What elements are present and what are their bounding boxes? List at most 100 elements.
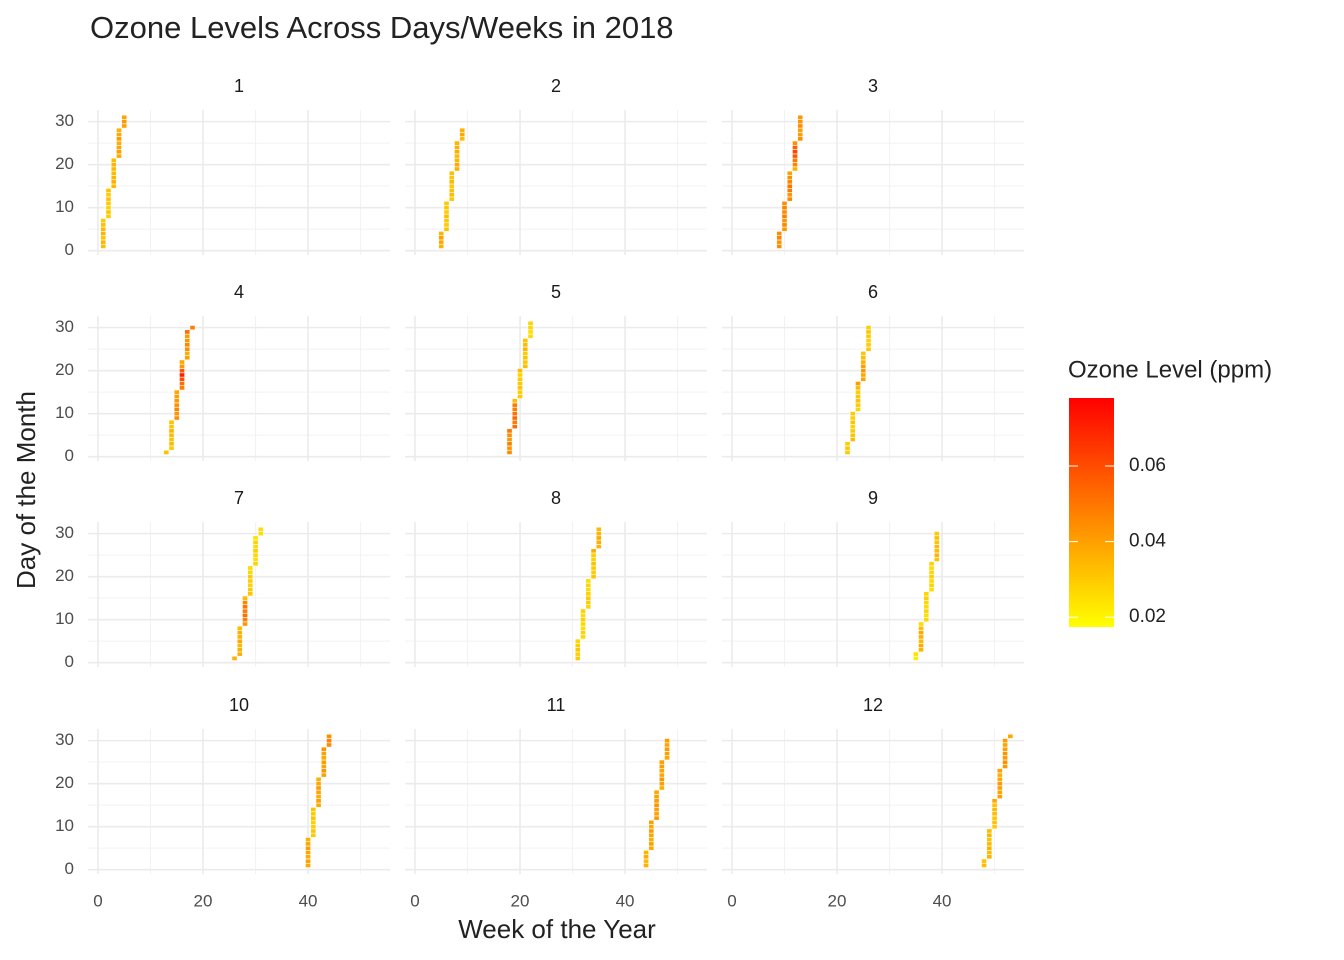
tile: [247, 569, 254, 575]
tile: [247, 582, 254, 588]
tile: [923, 600, 930, 605]
y-tick-label: 20: [55, 773, 74, 792]
tile: [320, 755, 327, 761]
tile: [179, 363, 185, 369]
tile: [522, 363, 529, 369]
tile: [928, 561, 935, 567]
tile: [991, 807, 998, 812]
tile: [648, 828, 655, 834]
tile: [252, 539, 259, 545]
tile: [315, 776, 322, 782]
tile: [991, 802, 998, 808]
tile: [506, 449, 513, 455]
tile: [1002, 755, 1009, 761]
tile: [786, 196, 793, 202]
tile: [305, 862, 311, 868]
tile: [648, 837, 655, 843]
tile: [189, 325, 196, 331]
tile: [849, 424, 856, 430]
tile: [105, 213, 112, 219]
tile: [996, 776, 1003, 782]
tile: [643, 850, 650, 855]
y-tick-label: 30: [55, 111, 74, 130]
tile: [595, 531, 602, 537]
tile: [590, 561, 597, 567]
tile: [310, 832, 317, 838]
tile: [252, 552, 259, 558]
tile: [923, 617, 930, 623]
tile: [320, 772, 327, 778]
tile: [855, 402, 861, 408]
tile: [522, 359, 529, 365]
y-tick-label: 0: [65, 859, 74, 878]
tile: [658, 776, 665, 782]
tile: [595, 535, 602, 541]
tile: [105, 196, 112, 202]
tile: [448, 196, 455, 202]
tile: [849, 419, 856, 425]
tile: [786, 175, 793, 181]
tile: [797, 119, 804, 125]
tile: [315, 785, 322, 791]
facet-panel: [722, 110, 1024, 255]
tile: [448, 179, 455, 185]
tile: [860, 359, 867, 365]
tile: [105, 209, 112, 215]
tile: [100, 239, 107, 245]
tile: [252, 535, 259, 541]
y-axis-title: Day of the Month: [11, 391, 41, 589]
tile: [448, 192, 455, 198]
tile: [100, 243, 107, 249]
tile: [247, 574, 254, 580]
facet-panel: [405, 522, 707, 667]
facet-title: 9: [868, 488, 878, 508]
tile: [855, 398, 861, 404]
tile: [574, 638, 581, 644]
tile: [658, 772, 665, 778]
tile: [1002, 742, 1009, 748]
tile: [454, 166, 460, 172]
tile: [511, 419, 518, 425]
tile: [585, 587, 592, 593]
tile: [855, 389, 861, 395]
tile: [653, 811, 660, 817]
y-tick-label: 10: [55, 816, 74, 835]
tile: [1002, 751, 1009, 756]
tile: [918, 630, 924, 636]
tile: [511, 415, 518, 421]
tile: [173, 402, 180, 408]
tile: [996, 785, 1003, 791]
tile: [511, 411, 518, 417]
tile: [653, 815, 660, 821]
tile: [933, 548, 940, 554]
tile: [517, 368, 523, 374]
tile: [242, 621, 248, 627]
facet-panel: [88, 522, 390, 667]
tile: [448, 188, 455, 193]
tile: [986, 828, 993, 834]
tile: [928, 587, 935, 593]
tile: [517, 385, 523, 391]
tile: [242, 600, 248, 605]
facet-title: 5: [551, 282, 561, 302]
tile: [986, 854, 993, 860]
tile: [658, 763, 665, 769]
tile: [658, 759, 665, 765]
tile: [849, 411, 856, 417]
tile: [527, 329, 534, 335]
facet-panel: [88, 316, 390, 461]
tile: [1002, 746, 1009, 752]
tile: [918, 638, 924, 644]
tile: [184, 342, 191, 348]
tile: [590, 548, 597, 554]
tile: [986, 845, 993, 851]
tile: [986, 841, 993, 847]
tile: [511, 406, 518, 412]
tile: [184, 346, 191, 352]
tile: [923, 608, 930, 614]
legend-title: Ozone Level (ppm): [1068, 356, 1272, 383]
tile: [792, 149, 798, 155]
x-tick-label: 0: [93, 891, 102, 910]
tile: [527, 320, 534, 326]
tile: [986, 850, 993, 855]
